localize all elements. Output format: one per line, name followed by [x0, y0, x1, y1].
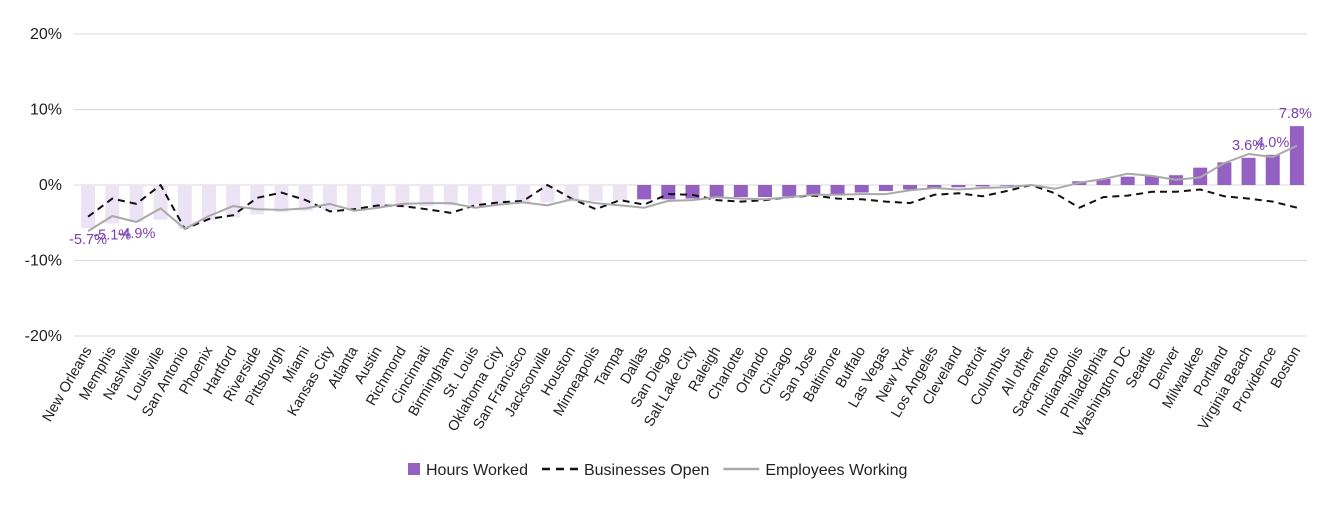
bar-charlotte [733, 185, 748, 198]
y-tick-label: 10% [30, 102, 62, 119]
x-axis-tick-labels: New OrleansMemphisNashvilleLouisvilleSan… [40, 343, 1305, 439]
bar-new-orleans [81, 185, 96, 229]
legend-swatch-bar [408, 463, 420, 475]
bar-columbus [999, 185, 1014, 186]
bar-virginia-beach [1241, 157, 1256, 185]
bar-portland [1217, 162, 1232, 185]
bar-oklahoma-city [492, 185, 507, 204]
data-label: -5.7% [69, 232, 107, 248]
bar-miami [298, 185, 313, 211]
bar-richmond [395, 185, 410, 207]
series-lines [87, 144, 1298, 232]
bar-jacksonville [540, 185, 555, 203]
hours-worked-bars [81, 126, 1304, 229]
y-axis-tick-labels: -20% -10% 0% 10% 20% [25, 26, 62, 345]
legend: Hours Worked Businesses Open Employees Wor… [408, 462, 907, 479]
bar-providence [1265, 154, 1280, 185]
bar-los-angeles [927, 185, 942, 189]
data-label: 4.0% [1256, 135, 1289, 151]
bar-seattle [1144, 175, 1159, 185]
bar-boston [1289, 126, 1304, 185]
bar-new-york [903, 185, 918, 190]
bar-riverside [250, 185, 265, 215]
bar-las-vegas [878, 185, 893, 192]
bar-baltimore [830, 185, 845, 195]
legend-label: Employees Working [765, 462, 907, 479]
bar-austin [371, 185, 386, 208]
bar-raleigh [709, 185, 724, 198]
data-label: 3.6% [1232, 138, 1265, 154]
bar-cincinnati [419, 185, 434, 207]
bar-cleveland [951, 185, 966, 188]
bar-san-diego [661, 185, 676, 200]
y-tick-label: 20% [30, 26, 62, 43]
bar-washington-dc [1120, 176, 1135, 185]
businesses-open-line [87, 184, 1298, 230]
bar-pittsburgh [274, 185, 289, 213]
employees-working-line [87, 144, 1298, 232]
data-label: -4.9% [117, 226, 155, 242]
bar-louisville [153, 185, 168, 220]
bar-minneapolis [588, 185, 603, 201]
legend-label: Businesses Open [584, 462, 709, 479]
bar-tampa [612, 185, 627, 201]
bar-phoenix [201, 185, 216, 221]
y-tick-label: 0% [39, 177, 62, 194]
data-label: 7.8% [1279, 106, 1312, 122]
bar-chicago [782, 185, 797, 197]
bar-philadelphia [1096, 178, 1111, 185]
y-tick-label: -10% [25, 253, 62, 270]
bar-buffalo [854, 185, 869, 193]
data-label: -5.1% [93, 228, 131, 244]
bar-dallas [637, 185, 652, 200]
data-labels: -5.7%-5.1%-4.9% 3.6%4.0% 7.8% [69, 106, 1312, 248]
bar-atlanta [347, 185, 362, 210]
bar-memphis [105, 185, 120, 224]
legend-label: Hours Worked [426, 462, 528, 479]
bar-san-jose [806, 185, 821, 196]
bar-birmingham [443, 185, 458, 206]
bar-detroit [975, 185, 990, 187]
bar-st-louis [467, 185, 482, 205]
bar-hartford [226, 185, 241, 218]
y-tick-label: -20% [25, 328, 62, 345]
bar-orlando [758, 185, 773, 198]
bar-san-antonio [177, 185, 192, 229]
